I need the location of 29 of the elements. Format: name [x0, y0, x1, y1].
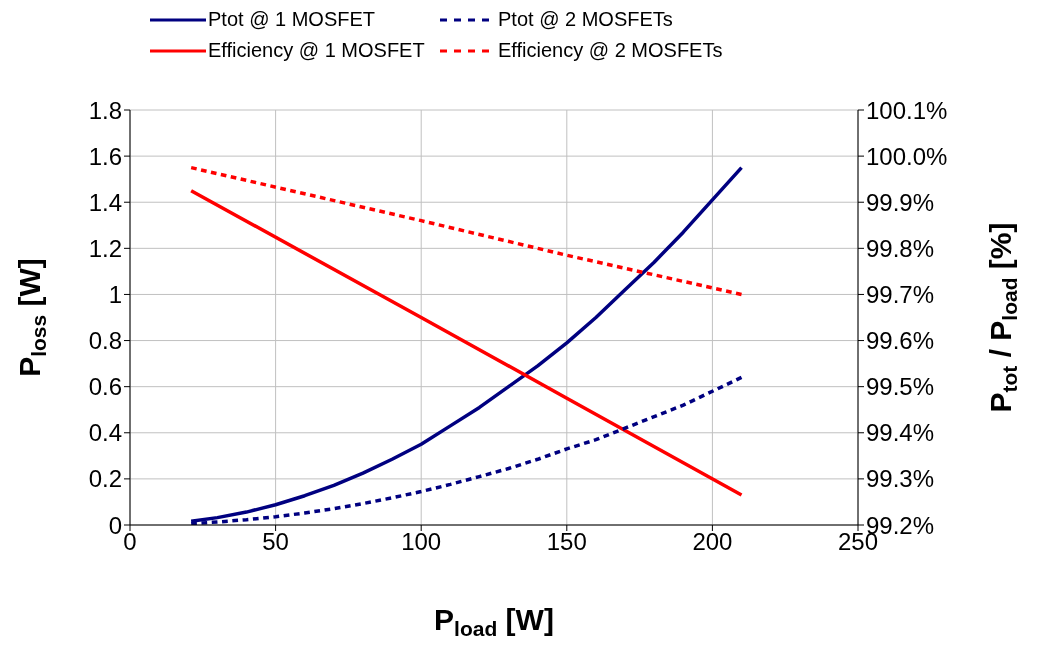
legend-label: Efficiency @ 2 MOSFETs [498, 39, 723, 62]
x-tick-label: 50 [262, 528, 289, 556]
x-axis-title: P$_{load}$ [W] [434, 603, 554, 641]
legend-label: Ptot @ 1 MOSFET [208, 8, 376, 31]
y-tick-label: 1 [108, 280, 122, 308]
y-tick-label: 1.6 [88, 142, 122, 170]
x-tick-label: 150 [546, 528, 587, 556]
y2-tick-label: 99.5% [866, 373, 935, 401]
x-tick-label: 200 [692, 528, 733, 556]
y2-tick-label: 99.6% [866, 327, 935, 355]
x-tick-label: 100 [401, 528, 442, 556]
y2-tick-label: 100.1% [866, 96, 948, 124]
y2-tick-label: 99.8% [866, 234, 935, 262]
y-tick-label: 0.8 [88, 327, 122, 355]
y-tick-label: 1.8 [88, 96, 122, 124]
legend-label: Efficiency @ 1 MOSFET [208, 39, 425, 62]
y-tick-label: 1.2 [88, 234, 122, 262]
y-tick-label: 0.4 [88, 419, 122, 447]
y2-tick-label: 99.3% [866, 465, 935, 493]
y-tick-label: 0 [108, 511, 122, 539]
y2-tick-label: 99.7% [866, 280, 935, 308]
y-tick-label: 1.4 [88, 188, 122, 216]
y2-tick-label: 100.0% [866, 142, 948, 170]
line-series [189, 165, 744, 297]
y-tick-label: 0.2 [88, 465, 122, 493]
legend-label: Ptot @ 2 MOSFETs [498, 8, 673, 31]
y2-tick-label: 99.9% [866, 188, 935, 216]
y2-tick-label: 99.4% [866, 419, 935, 447]
y-tick-label: 0.6 [88, 373, 122, 401]
